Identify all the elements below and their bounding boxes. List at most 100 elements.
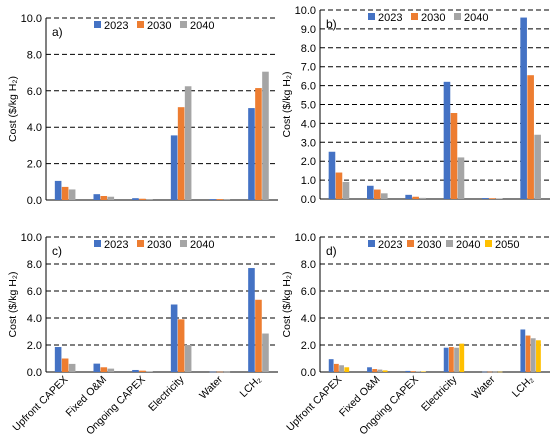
bar-2050 — [497, 371, 503, 373]
bar-2030 — [450, 113, 458, 199]
y-axis-label: Cost ($/kg H₂) — [7, 272, 19, 338]
category-label: Electricity — [146, 373, 187, 414]
legend-label: 2023 — [104, 239, 128, 251]
bar-2023 — [93, 194, 101, 200]
bar-2040 — [68, 189, 76, 200]
bar-2030 — [335, 172, 343, 199]
legend-swatch — [368, 240, 375, 247]
bar-2030 — [372, 369, 378, 372]
bar-2030 — [139, 198, 146, 200]
bar-2023 — [93, 363, 101, 372]
y-tick-label: 1.0 — [301, 175, 316, 187]
bar-2040 — [342, 181, 350, 199]
bar-2023 — [405, 370, 411, 372]
bar-2030 — [525, 335, 531, 372]
category-label: LCH₂ — [238, 374, 264, 400]
y-tick-label: 0.0 — [27, 195, 42, 207]
panel-4: 0.0 2.0 4.0 6.0 8.0 10.0 d) 2023 2030 2040 2050 Cos… — [281, 232, 550, 437]
panel-3: 0.0 2.0 4.0 6.0 8.0 10.0 c) 2023 2030 2040 Cost ($… — [7, 232, 278, 437]
legend-swatch — [137, 21, 144, 28]
legend-label: 2050 — [495, 239, 519, 251]
bar-2030 — [61, 186, 69, 200]
y-tick-label: 4.0 — [301, 313, 316, 325]
y-tick-label: 2.0 — [301, 340, 316, 352]
legend-label: 2040 — [456, 239, 480, 251]
legend-label: 2030 — [421, 12, 445, 24]
category-label: LCH₂ — [510, 374, 536, 400]
bar-2023 — [328, 359, 334, 372]
bar-2040 — [492, 371, 498, 373]
bar-2023 — [443, 347, 449, 372]
legend-swatch — [485, 240, 492, 247]
bar-2023 — [482, 371, 487, 373]
bar-2023 — [248, 268, 255, 372]
bar-2040 — [415, 371, 421, 372]
bar-2040 — [223, 199, 231, 200]
bar-2030 — [177, 107, 185, 200]
panel-1: 0.0 2.0 4.0 6.0 8.0 10.0 a) 2023 2030 2040 Cost ($… — [7, 13, 278, 207]
bar-2040 — [146, 371, 153, 372]
y-tick-label: 4.0 — [301, 118, 316, 130]
bar-2050 — [382, 370, 388, 372]
bar-2040 — [223, 371, 231, 373]
legend-swatch — [94, 240, 101, 247]
panel-label: b) — [326, 17, 337, 31]
bar-2023 — [209, 199, 217, 200]
bar-2050 — [344, 367, 350, 372]
y-tick-label: 8.0 — [301, 43, 316, 55]
bar-2040 — [377, 369, 383, 372]
y-tick-label: 9.0 — [301, 24, 316, 36]
legend-label: 2040 — [190, 239, 214, 251]
y-tick-label: 10.0 — [295, 232, 316, 244]
category-label: Upfront CAPEX — [284, 374, 344, 434]
bar-2023 — [520, 329, 526, 372]
bar-2030 — [410, 371, 416, 372]
bar-2023 — [132, 198, 139, 200]
bar-2023 — [367, 367, 372, 372]
y-axis-label: Cost ($/kg H₂) — [281, 272, 293, 338]
bar-2040 — [262, 71, 269, 200]
y-tick-label: 0.0 — [301, 194, 316, 206]
bar-2040 — [530, 338, 536, 372]
bar-2023 — [405, 194, 412, 199]
y-tick-label: 0.0 — [301, 367, 316, 379]
y-tick-label: 2.0 — [27, 159, 42, 171]
bar-2030 — [100, 367, 108, 372]
y-tick-label: 5.0 — [301, 100, 316, 112]
legend-swatch — [180, 240, 187, 247]
bar-2030 — [487, 371, 493, 373]
panel-label: a) — [52, 25, 63, 39]
bar-2030 — [100, 195, 108, 200]
legend-swatch — [411, 13, 418, 20]
bar-2040 — [184, 86, 192, 200]
legend-label: 2030 — [417, 239, 441, 251]
bar-2023 — [520, 17, 527, 200]
legend-label: 2023 — [104, 20, 128, 32]
panel-label: c) — [52, 244, 62, 258]
y-tick-label: 10.0 — [21, 13, 42, 25]
bar-2040 — [107, 196, 115, 200]
bar-2040 — [381, 193, 388, 199]
bar-2023 — [248, 108, 255, 200]
legend-swatch — [407, 240, 414, 247]
y-tick-label: 8.0 — [27, 259, 42, 271]
legend-label: 2040 — [464, 12, 488, 24]
bar-2023 — [170, 304, 178, 372]
bar-2040 — [339, 365, 344, 372]
bar-2030 — [216, 371, 224, 373]
y-tick-label: 4.0 — [27, 122, 42, 134]
bar-2030 — [489, 198, 496, 199]
y-tick-label: 3.0 — [301, 137, 316, 149]
bar-2030 — [177, 319, 185, 372]
legend-swatch — [137, 240, 144, 247]
bar-2030 — [139, 370, 146, 372]
legend-label: 2030 — [147, 239, 171, 251]
bar-2023 — [443, 81, 451, 199]
bar-2023 — [54, 347, 62, 372]
y-tick-label: 8.0 — [27, 49, 42, 61]
bar-2030 — [412, 196, 419, 199]
category-label: Water — [470, 373, 498, 401]
legend-label: 2023 — [378, 12, 402, 24]
category-label: Water — [197, 373, 225, 401]
